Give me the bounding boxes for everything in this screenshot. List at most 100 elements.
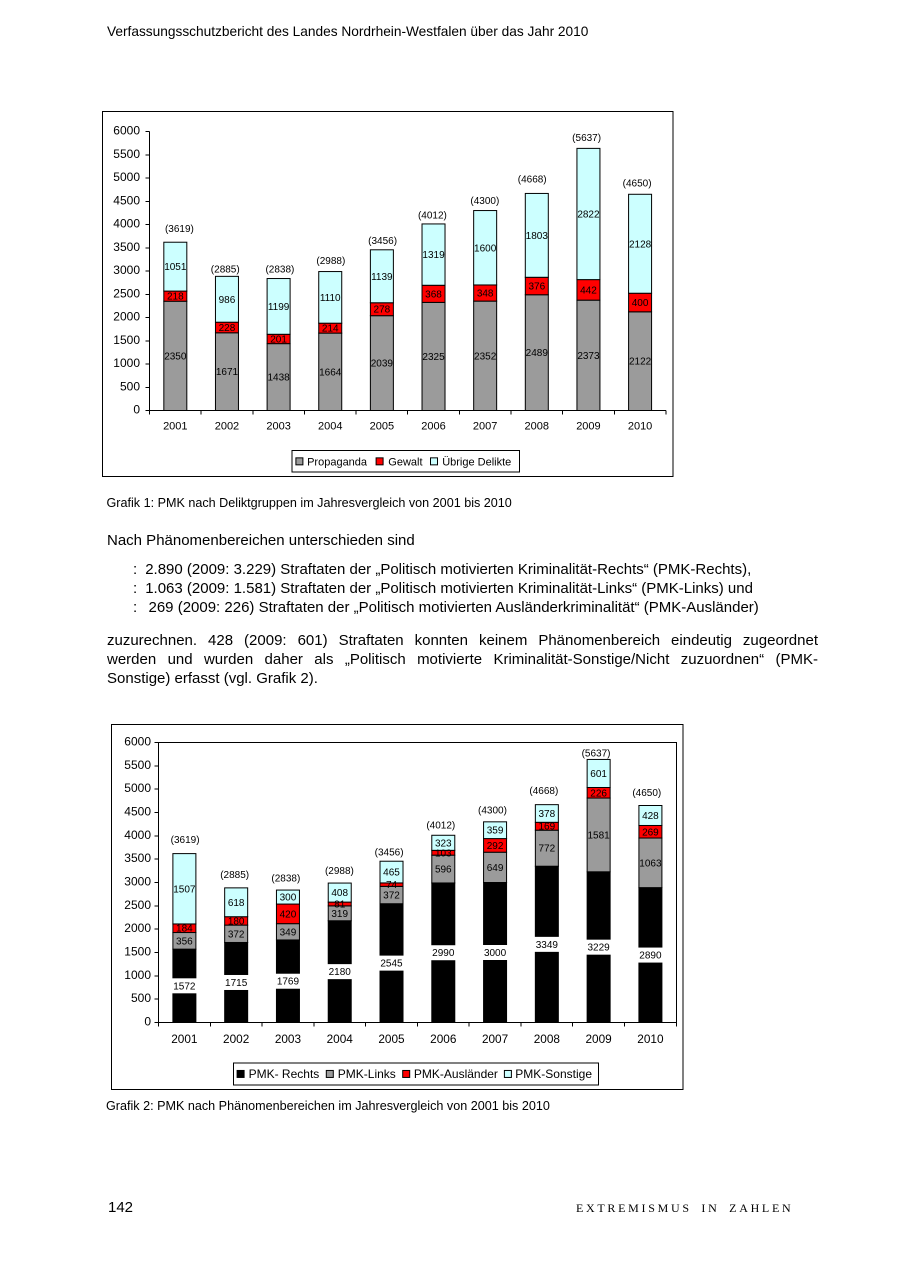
svg-text:2500: 2500 bbox=[113, 286, 140, 300]
svg-text:2008: 2008 bbox=[525, 421, 549, 433]
svg-text:2001: 2001 bbox=[163, 421, 187, 433]
svg-text:5500: 5500 bbox=[124, 758, 151, 772]
svg-text:2007: 2007 bbox=[482, 1032, 508, 1046]
svg-text:3229: 3229 bbox=[588, 943, 611, 954]
svg-text:292: 292 bbox=[487, 841, 504, 852]
svg-text:6000: 6000 bbox=[124, 735, 151, 749]
svg-text:2180: 2180 bbox=[329, 967, 352, 978]
svg-text:356: 356 bbox=[176, 936, 193, 947]
svg-text:4000: 4000 bbox=[113, 217, 140, 231]
svg-text:278: 278 bbox=[374, 305, 391, 316]
svg-text:1803: 1803 bbox=[526, 231, 549, 242]
svg-text:2010: 2010 bbox=[637, 1032, 664, 1046]
svg-text:(4668): (4668) bbox=[518, 174, 547, 185]
svg-text:772: 772 bbox=[539, 844, 556, 855]
svg-text:465: 465 bbox=[383, 868, 400, 879]
svg-text:81: 81 bbox=[334, 899, 346, 910]
svg-text:2006: 2006 bbox=[430, 1032, 457, 1046]
svg-text:(5637): (5637) bbox=[572, 133, 601, 144]
svg-text:1671: 1671 bbox=[216, 367, 239, 378]
svg-text:1769: 1769 bbox=[277, 977, 300, 988]
svg-text:601: 601 bbox=[590, 769, 607, 780]
svg-text:1051: 1051 bbox=[164, 262, 187, 273]
svg-text:596: 596 bbox=[435, 865, 452, 876]
svg-text:218: 218 bbox=[167, 292, 184, 303]
svg-text:5000: 5000 bbox=[113, 170, 140, 184]
svg-text:323: 323 bbox=[435, 838, 452, 849]
svg-text:2325: 2325 bbox=[422, 352, 445, 363]
svg-text:(4650): (4650) bbox=[623, 178, 652, 189]
svg-text:226: 226 bbox=[590, 788, 607, 799]
svg-text:2005: 2005 bbox=[378, 1032, 405, 1046]
svg-text:(3456): (3456) bbox=[368, 236, 397, 247]
svg-text:1600: 1600 bbox=[474, 243, 497, 254]
svg-text:4500: 4500 bbox=[124, 805, 151, 819]
svg-text:2350: 2350 bbox=[164, 351, 187, 362]
svg-text:1715: 1715 bbox=[225, 978, 248, 989]
svg-text:2007: 2007 bbox=[473, 421, 497, 433]
svg-text:376: 376 bbox=[528, 282, 545, 293]
svg-text:3500: 3500 bbox=[113, 240, 140, 254]
svg-text:PMK-Ausländer: PMK-Ausländer bbox=[414, 1067, 498, 1081]
svg-text:1319: 1319 bbox=[422, 250, 445, 261]
svg-text:2001: 2001 bbox=[171, 1032, 197, 1046]
svg-text:1000: 1000 bbox=[113, 356, 140, 370]
svg-text:6000: 6000 bbox=[113, 124, 140, 138]
svg-text:3500: 3500 bbox=[124, 851, 151, 865]
svg-text:3000: 3000 bbox=[113, 263, 140, 277]
svg-text:2489: 2489 bbox=[526, 348, 549, 359]
svg-text:2373: 2373 bbox=[577, 351, 600, 362]
svg-text:2008: 2008 bbox=[534, 1032, 561, 1046]
svg-text:(4300): (4300) bbox=[478, 806, 507, 817]
svg-text:378: 378 bbox=[539, 809, 556, 820]
svg-text:2002: 2002 bbox=[215, 421, 239, 433]
svg-text:500: 500 bbox=[131, 991, 151, 1005]
svg-text:2005: 2005 bbox=[370, 421, 394, 433]
svg-text:348: 348 bbox=[477, 289, 494, 300]
svg-text:372: 372 bbox=[228, 929, 245, 940]
svg-text:0: 0 bbox=[133, 403, 140, 417]
svg-text:500: 500 bbox=[120, 379, 140, 393]
svg-text:4500: 4500 bbox=[113, 193, 140, 207]
svg-text:1581: 1581 bbox=[588, 830, 611, 841]
svg-text:428: 428 bbox=[642, 811, 659, 822]
svg-text:Übrige Delikte: Übrige Delikte bbox=[442, 456, 511, 468]
svg-text:400: 400 bbox=[632, 298, 649, 309]
svg-text:(2988): (2988) bbox=[325, 866, 354, 877]
svg-text:(4650): (4650) bbox=[632, 788, 661, 799]
svg-text:1139: 1139 bbox=[371, 272, 393, 283]
svg-text:2000: 2000 bbox=[124, 921, 151, 935]
svg-text:368: 368 bbox=[425, 289, 442, 300]
svg-text:2002: 2002 bbox=[223, 1032, 249, 1046]
svg-text:1438: 1438 bbox=[267, 373, 290, 384]
svg-text:3000: 3000 bbox=[484, 948, 507, 959]
svg-text:(4300): (4300) bbox=[470, 196, 499, 207]
svg-text:2003: 2003 bbox=[266, 421, 290, 433]
svg-text:(2838): (2838) bbox=[265, 265, 294, 276]
svg-text:2000: 2000 bbox=[113, 310, 140, 324]
svg-text:184: 184 bbox=[176, 924, 193, 935]
svg-text:2009: 2009 bbox=[576, 421, 600, 433]
svg-text:201: 201 bbox=[270, 334, 287, 345]
svg-text:1063: 1063 bbox=[639, 858, 662, 869]
svg-text:0: 0 bbox=[144, 1015, 151, 1029]
svg-text:300: 300 bbox=[280, 893, 297, 904]
svg-text:2122: 2122 bbox=[629, 357, 652, 368]
svg-text:(3456): (3456) bbox=[375, 848, 404, 859]
svg-text:2822: 2822 bbox=[577, 209, 600, 220]
svg-text:1500: 1500 bbox=[113, 333, 140, 347]
svg-text:3349: 3349 bbox=[536, 940, 559, 951]
svg-text:2352: 2352 bbox=[474, 351, 497, 362]
svg-text:(3619): (3619) bbox=[171, 835, 200, 846]
svg-text:2004: 2004 bbox=[318, 421, 342, 433]
svg-text:1572: 1572 bbox=[173, 981, 196, 992]
svg-text:(2885): (2885) bbox=[220, 870, 249, 881]
svg-text:(2838): (2838) bbox=[271, 873, 300, 884]
svg-text:5500: 5500 bbox=[113, 147, 140, 161]
svg-text:986: 986 bbox=[219, 295, 236, 306]
svg-text:(2988): (2988) bbox=[316, 256, 345, 267]
svg-text:1664: 1664 bbox=[319, 367, 342, 378]
svg-text:169: 169 bbox=[539, 822, 556, 833]
svg-text:649: 649 bbox=[487, 863, 504, 874]
svg-text:2004: 2004 bbox=[327, 1032, 354, 1046]
